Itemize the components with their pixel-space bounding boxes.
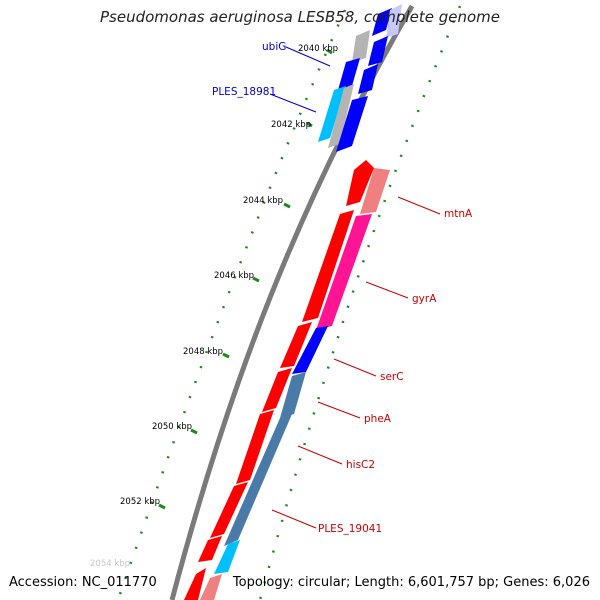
gene-arrow (368, 36, 388, 66)
tick-label-2040: 2040 kbp (298, 44, 338, 54)
gene-arrow (200, 574, 222, 600)
leader-line-mtnA (397, 196, 441, 215)
leader-line-hisC2 (297, 445, 343, 465)
genome-summary-text: Topology: circular; Length: 6,601,757 bp… (232, 575, 590, 590)
tick-mark (283, 202, 291, 209)
tick-label-2042: 2042 kbp (271, 120, 311, 130)
tick-mark (190, 428, 198, 435)
tick-mark (222, 352, 230, 359)
tick-label-2044: 2044 kbp (243, 196, 283, 206)
gene-arrow (302, 210, 354, 322)
leader-line-gyrA (365, 281, 409, 299)
gene-arrow (336, 96, 368, 152)
gene-arrow (210, 482, 248, 538)
tick-label-2046: 2046 kbp (214, 271, 254, 281)
gene-label-gyrA: gyrA (412, 293, 437, 305)
gene-arrow (214, 540, 240, 574)
gene-features-main (184, 160, 390, 600)
tick-mark (252, 276, 260, 283)
gene-arrow (372, 8, 392, 36)
tick-group: 2040 kbp 2042 kbp 2044 kbp 2046 kbp 2048… (90, 44, 338, 569)
gene-arrow (280, 372, 306, 418)
gene-arrow (318, 86, 346, 142)
gene-arrow (224, 414, 292, 546)
leader-line-ubiG (285, 46, 331, 67)
gene-arrow (338, 58, 360, 90)
gene-labels: ubiG PLES_18981 mtnA gyrA serC pheA hisC… (212, 41, 473, 535)
leader-line-serC (333, 358, 377, 377)
tick-label-2052: 2052 kbp (120, 497, 160, 507)
gene-label-hisC2: hisC2 (346, 459, 375, 471)
tick-mark (306, 121, 313, 128)
gene-label-mtnA: mtnA (444, 208, 473, 220)
gene-arrow (346, 160, 374, 206)
tick-mark (326, 48, 333, 55)
label-leader-lines (269, 46, 441, 529)
accession-text: Accession: NC_011770 (9, 575, 157, 590)
gene-arrow (280, 322, 312, 368)
gene-arrow (236, 410, 274, 484)
gene-label-pheA: pheA (364, 413, 392, 425)
gene-label-PLES_18981: PLES_18981 (212, 86, 276, 98)
gene-label-serC: serC (380, 371, 404, 383)
tick-mark (158, 503, 166, 510)
gene-arrow (328, 84, 354, 148)
map-title: Pseudomonas aeruginosa LESB58, complete … (100, 8, 500, 26)
gene-arrow (292, 326, 328, 374)
gene-arrow (316, 214, 372, 330)
genome-backbone (169, 4, 415, 600)
leader-line-PLES_18981 (269, 93, 317, 113)
gene-arrow (184, 568, 206, 600)
gene-features-top (318, 4, 402, 152)
gene-arrow (198, 536, 222, 562)
tick-label-2050: 2050 kbp (152, 422, 192, 432)
gene-label-ubiG: ubiG (262, 41, 286, 53)
gene-arrow (358, 64, 378, 94)
gene-arrow (360, 168, 390, 214)
gene-arrow (352, 30, 370, 62)
gene-label-PLES_19041: PLES_19041 (318, 523, 382, 535)
tick-label-2048: 2048 kbp (183, 347, 223, 357)
tick-label-2054: 2054 kbp (90, 559, 130, 569)
gene-arrow (262, 368, 292, 412)
leader-line-pheA (317, 401, 361, 419)
gene-arrow (386, 4, 402, 38)
leader-line-PLES_19041 (271, 509, 317, 529)
